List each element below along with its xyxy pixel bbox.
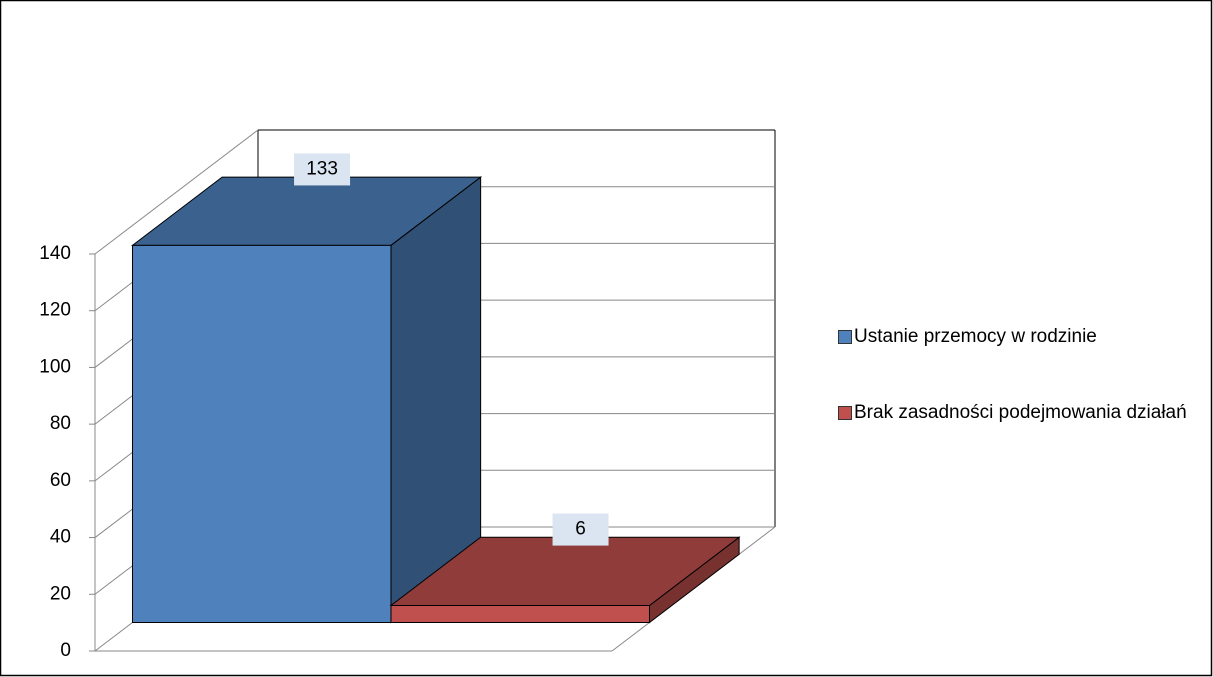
legend-label: Ustanie przemocy w rodzinie — [854, 326, 1097, 347]
legend-swatch — [838, 330, 852, 344]
y-tick-label: 80 — [50, 413, 71, 434]
bar-front — [390, 604, 650, 623]
data-label: 133 — [306, 158, 338, 179]
data-label-box — [552, 513, 609, 546]
y-tick-label: 60 — [50, 470, 71, 491]
bar-front — [131, 244, 392, 623]
y-tick-label: 140 — [39, 243, 71, 264]
y-tick-label: 100 — [39, 356, 71, 377]
grid-line — [94, 129, 259, 255]
y-tick-label: 120 — [39, 300, 71, 321]
y-tick-label: 0 — [60, 640, 71, 661]
y-tick-label: 20 — [50, 583, 71, 604]
legend-label: Brak zasadności podejmowania działań — [854, 402, 1187, 423]
legend-swatch — [838, 406, 852, 420]
data-label: 6 — [575, 519, 586, 540]
y-tick-label: 40 — [50, 527, 71, 548]
data-label-box — [294, 153, 351, 186]
